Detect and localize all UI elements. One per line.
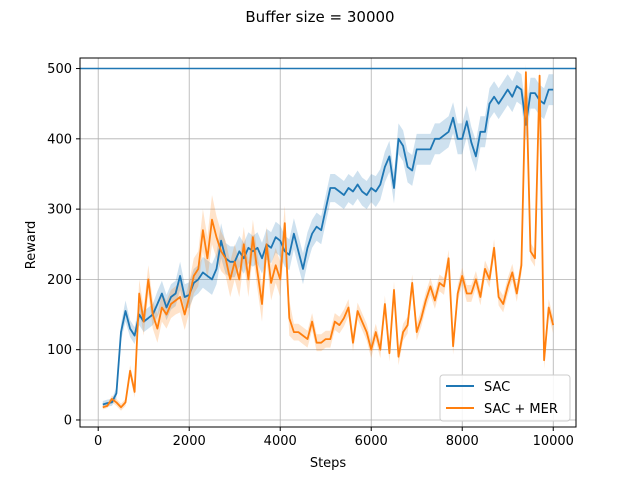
confidence-band-sac [102, 70, 554, 408]
x-tick-label-5: 10000 [533, 434, 574, 449]
x-tick-label-4: 8000 [446, 434, 479, 449]
y-tick-label-0: 0 [64, 413, 72, 428]
legend-label-sac-mer: SAC + MER [484, 402, 558, 417]
y-tick-label-3: 300 [47, 203, 72, 218]
series-lines [102, 71, 555, 409]
legend: SAC SAC + MER [439, 374, 571, 422]
axis-ticks: 0 2000 4000 6000 8000 10000 0 100 200 300 400 500 [47, 62, 574, 449]
y-tick-label-5: 500 [47, 62, 72, 77]
x-tick-label-2: 4000 [264, 434, 297, 449]
y-axis-label: Reward [24, 221, 39, 269]
plot-frame [79, 57, 577, 428]
legend-label-sac: SAC [484, 380, 510, 395]
x-tick-label-1: 2000 [173, 434, 206, 449]
y-tick-label-4: 400 [47, 132, 72, 147]
confidence-bands [102, 63, 554, 411]
x-tick-label-3: 6000 [355, 434, 388, 449]
chart-title: Buffer size = 30000 [245, 8, 394, 26]
y-tick-label-1: 100 [47, 343, 72, 358]
x-tick-label-0: 0 [94, 434, 102, 449]
y-tick-label-2: 200 [47, 273, 72, 288]
x-axis-label: Steps [310, 456, 347, 471]
confidence-band-sac-mer [102, 63, 554, 411]
series-line-sac [102, 85, 554, 406]
series-line-sac-mer [102, 71, 555, 409]
